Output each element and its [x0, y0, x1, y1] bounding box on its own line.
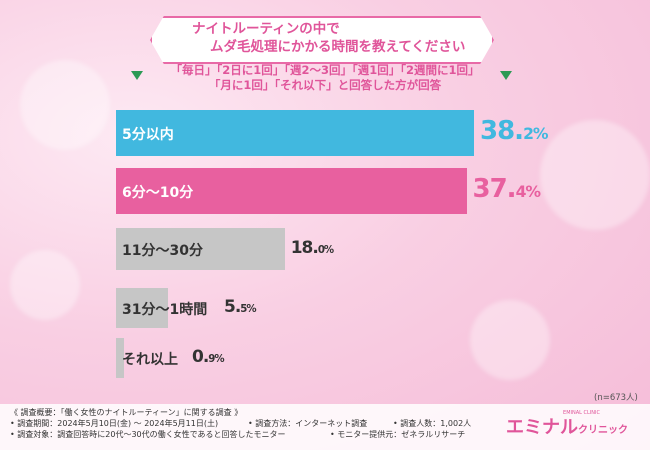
- logo-tagline: EMINAL CLINIC: [563, 410, 600, 416]
- survey-footer: 《 調査概要：「働く女性のナイトルーティーン」に関する調査 》 • 調査期間：2…: [0, 404, 650, 450]
- bar-value-label: 38.2%: [480, 116, 549, 147]
- subtitle-line-2: 「月に1回」「それ以下」と回答した方が回答: [208, 78, 442, 92]
- logo-sub: クリニック: [578, 425, 628, 436]
- title-line-2: ムダ毛処理にかかる時間を教えてください: [210, 39, 466, 55]
- survey-period: • 調査期間：2024年5月10日(金) ～ 2024年5月11日(土): [10, 419, 219, 428]
- bar-value-label: 18.0%: [290, 237, 334, 258]
- bar-category-label: 5分以内: [122, 127, 174, 143]
- bokeh-decoration: [470, 300, 550, 380]
- bokeh-decoration: [10, 250, 80, 320]
- bar-category-label: それ以上: [122, 352, 178, 368]
- chart-subtitle: 「毎日」「2日に1回」「週2～3回」「週1回」「2週間に1回」 「月に1回」「そ…: [110, 63, 540, 93]
- survey-method: • 調査方法：インターネット調査: [248, 419, 368, 428]
- bar-category-label: 11分～30分: [122, 243, 203, 259]
- bar-1: [116, 168, 467, 214]
- triangle-marker-right: [500, 71, 512, 80]
- bar-value-label: 0.9%: [192, 346, 225, 367]
- clinic-logo: エミナルクリニック: [506, 413, 628, 439]
- logo-main: エミナル: [506, 417, 578, 438]
- bar-3: [116, 288, 168, 328]
- bar-4: [116, 338, 125, 378]
- survey-provider: • モニター提供元：ゼネラルリサーチ: [330, 430, 466, 439]
- title-line-1: ナイトルーティンの中で: [192, 21, 340, 37]
- bar-value-label: 37.4%: [472, 174, 542, 205]
- subtitle-line-1: 「毎日」「2日に1回」「週2～3回」「週1回」「2週間に1回」: [170, 63, 480, 77]
- triangle-marker-left: [131, 71, 143, 80]
- bokeh-decoration: [20, 60, 110, 150]
- bar-category-label: 31分～1時間: [122, 302, 208, 318]
- bar-2: [116, 228, 285, 270]
- bokeh-decoration: [540, 120, 650, 230]
- chart-title: ナイトルーティンの中で ムダ毛処理にかかる時間を教えてください: [152, 18, 488, 58]
- bar-0: [116, 110, 474, 156]
- sample-size-label: (n=673人): [594, 393, 638, 403]
- bar-value-label: 5.5%: [224, 296, 257, 317]
- bar-category-label: 6分～10分: [122, 185, 194, 201]
- survey-target: • 調査対象：調査回答時に20代～30代の働く女性であると回答したモニター: [10, 430, 286, 439]
- survey-heading: 《 調査概要：「働く女性のナイトルーティーン」に関する調査 》: [10, 408, 243, 417]
- survey-count: • 調査人数：1,002人: [393, 419, 472, 428]
